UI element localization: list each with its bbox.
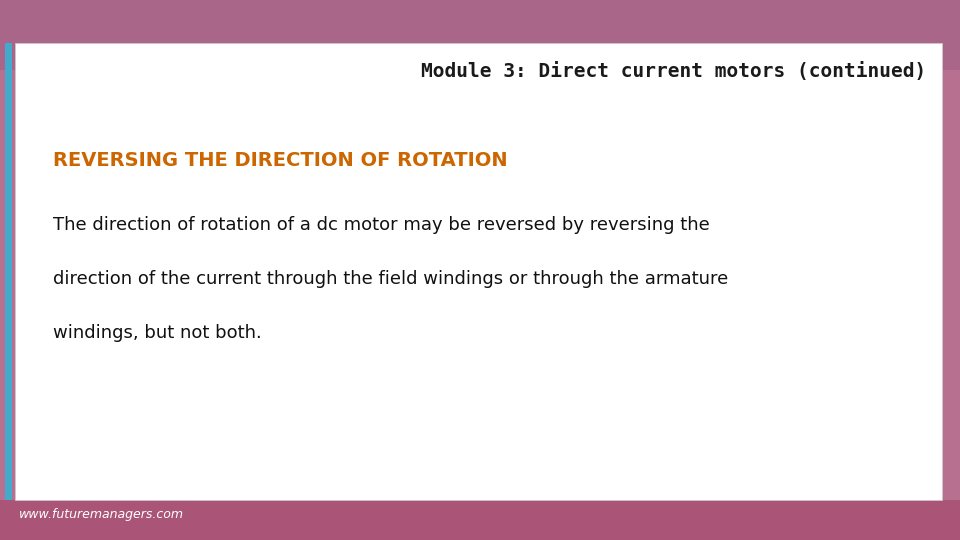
FancyBboxPatch shape bbox=[15, 43, 942, 500]
Text: The direction of rotation of a dc motor may be reversed by reversing the: The direction of rotation of a dc motor … bbox=[53, 216, 709, 234]
Bar bbox=[0, 500, 960, 540]
Bar bbox=[0, 0, 960, 70]
Text: REVERSING THE DIRECTION OF ROTATION: REVERSING THE DIRECTION OF ROTATION bbox=[53, 151, 508, 170]
Text: www.futuremanagers.com: www.futuremanagers.com bbox=[19, 508, 184, 521]
Text: windings, but not both.: windings, but not both. bbox=[53, 324, 261, 342]
Bar bbox=[5, 43, 12, 500]
Text: direction of the current through the field windings or through the armature: direction of the current through the fie… bbox=[53, 270, 728, 288]
Text: Module 3: Direct current motors (continued): Module 3: Direct current motors (continu… bbox=[421, 62, 926, 81]
